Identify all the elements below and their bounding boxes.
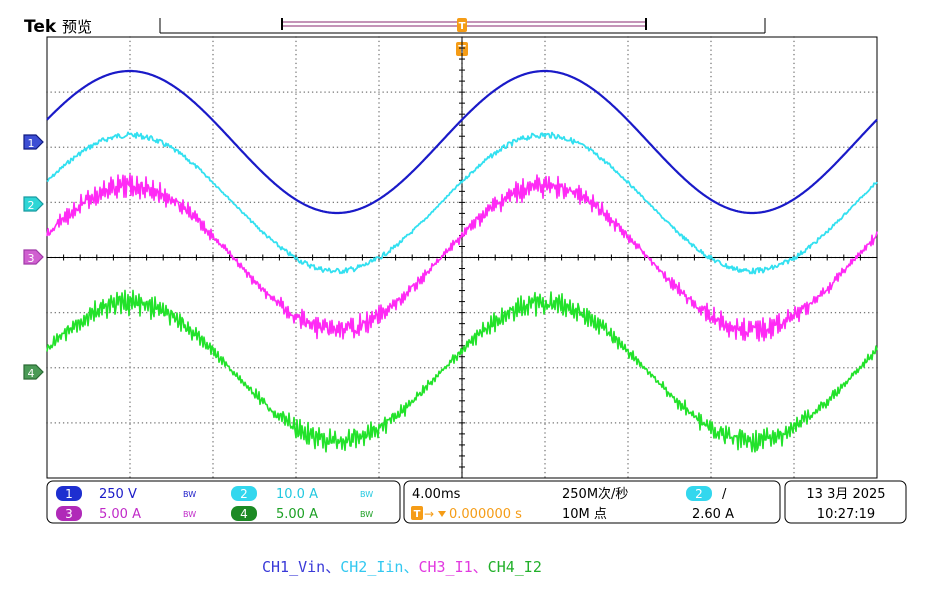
caption: CH1_Vin、CH2_Iin、CH3_I1、CH4_I2: [262, 558, 542, 576]
ch1-ground-marker[interactable]: 1: [23, 134, 44, 150]
trigger-level-readout: 2.60 A: [692, 507, 734, 522]
datetime-panel[interactable]: 13 3月 2025 10:27:19: [784, 480, 907, 524]
caption-sep-1: 、: [325, 558, 340, 576]
trigger-pos-icon: T: [414, 509, 421, 520]
caption-ch1: CH1_Vin: [262, 558, 325, 576]
ch2-badge: 2: [240, 487, 248, 501]
ch1-bw-icon: BW: [183, 490, 196, 499]
ch3-ground-marker[interactable]: 3: [23, 249, 44, 265]
ch1-readout[interactable]: 1 250 V BW: [56, 486, 196, 502]
brand-label: Tek: [24, 17, 57, 37]
ch4-badge: 4: [240, 507, 248, 521]
ch4-waveform: [46, 289, 878, 453]
trigger-marker-top: T: [459, 21, 466, 32]
ch2-readout[interactable]: 2 10.0 A BW: [231, 486, 373, 502]
timebase-readout: 4.00ms: [412, 487, 461, 502]
channel-readout-panel[interactable]: 1 250 V BW 2 10.0 A BW 3 5.00 A BW 4 5.0…: [46, 480, 401, 524]
ch3-waveform: [46, 173, 878, 342]
caption-ch3: CH3_I1: [418, 558, 472, 576]
ch1-scale: 250 V: [99, 487, 137, 502]
trigger-slope-icon: /: [722, 487, 727, 502]
ch4-scale: 5.00 A: [276, 507, 318, 522]
sample-rate-readout: 250M次/秒: [562, 486, 628, 502]
trigger-source-badge: [686, 486, 712, 501]
trigger-down-icon: [438, 511, 446, 517]
arrow-right-icon: →: [424, 507, 434, 521]
trigger-position-value: 0.000000 s: [449, 507, 522, 522]
trigger-position-readout[interactable]: T → 0.000000 s: [411, 506, 522, 522]
ch2-scale: 10.0 A: [276, 487, 318, 502]
trigger-source: 2: [695, 487, 703, 501]
ch3-badge: 3: [65, 507, 73, 521]
ch3-bw-icon: BW: [183, 510, 196, 519]
caption-ch2: CH2_Iin: [340, 558, 403, 576]
graticule: [46, 36, 878, 479]
ch1-marker-label: 1: [28, 137, 35, 150]
horizontal-trigger-panel[interactable]: 4.00ms 250M次/秒 2 / T → 0.000000 s 10M 点 …: [403, 480, 781, 524]
ch2-ground-marker[interactable]: 2: [23, 196, 44, 212]
caption-ch4: CH4_I2: [488, 558, 542, 576]
ch2-bw-icon: BW: [360, 490, 373, 499]
mode-label: 预览: [62, 18, 92, 36]
plot-frame: [46, 36, 878, 479]
time-readout: 10:27:19: [817, 507, 875, 522]
ch4-marker-label: 4: [28, 367, 35, 380]
caption-sep-3: 、: [473, 558, 488, 576]
ch3-scale: 5.00 A: [99, 507, 141, 522]
record-length-readout: 10M 点: [562, 507, 607, 522]
ch2-marker-label: 2: [28, 199, 35, 212]
ch2-waveform: [46, 131, 878, 275]
ch4-ground-marker[interactable]: 4: [23, 364, 44, 380]
date-readout: 13 3月 2025: [806, 487, 885, 502]
waveforms: [46, 69, 878, 453]
ch4-readout[interactable]: 4 5.00 A BW: [231, 506, 373, 522]
ch3-readout[interactable]: 3 5.00 A BW: [56, 506, 196, 522]
caption-sep-2: 、: [403, 558, 418, 576]
ch4-bw-icon: BW: [360, 510, 373, 519]
ch1-waveform: [46, 69, 878, 215]
ch3-marker-label: 3: [28, 252, 35, 265]
ch1-badge: 1: [65, 487, 73, 501]
